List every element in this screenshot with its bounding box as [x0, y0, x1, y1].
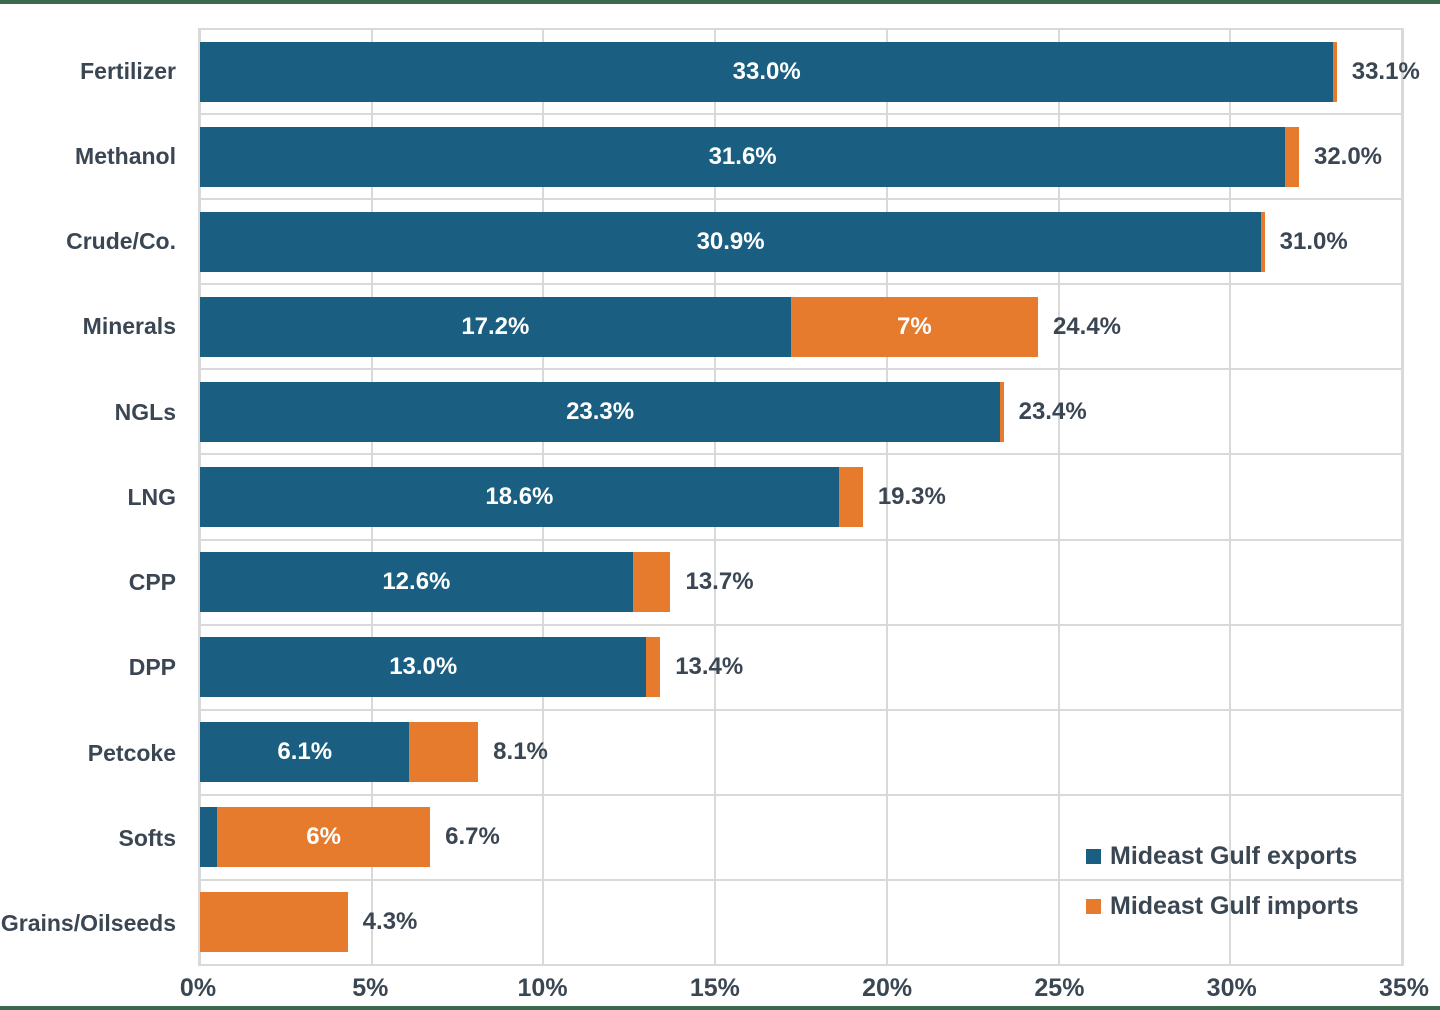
- bar-row-grains-oilseeds: 4.3%: [200, 881, 1402, 967]
- exports-bar-segment[interactable]: [200, 381, 1001, 442]
- bar-rows: 33.0% 33.1% 31.6% 32.0% 30.9% 31.0% 17.2% 7% 24.…: [200, 30, 1420, 967]
- x-tick-label: 0%: [179, 974, 217, 1002]
- total-value-label: 8.1%: [493, 738, 548, 766]
- bar-row-dpp: 13.0% 13.4%: [200, 626, 1402, 711]
- bar-row-petcoke: 6.1% 8.1%: [200, 711, 1402, 796]
- imports-bar-segment[interactable]: [632, 552, 671, 613]
- category-label: CPP: [128, 569, 176, 596]
- legend-label-imports: Mideast Gulf imports: [1110, 892, 1359, 920]
- gridline: [1229, 30, 1232, 966]
- x-tick-label: 25%: [1034, 974, 1085, 1002]
- x-tick-label: 35%: [1378, 974, 1430, 1002]
- total-value-label: 33.1%: [1351, 57, 1420, 85]
- exports-bar-segment[interactable]: [200, 807, 218, 868]
- x-tick-label: 10%: [517, 974, 568, 1002]
- legend-item-exports[interactable]: Mideast Gulf exports: [1086, 842, 1359, 871]
- category-label: Methanol: [75, 142, 176, 169]
- exports-bar-segment[interactable]: [200, 211, 1262, 272]
- exports-bar-segment[interactable]: [200, 637, 647, 698]
- imports-bar-segment[interactable]: [409, 722, 479, 783]
- category-label: Crude/Co.: [66, 228, 176, 255]
- category-label: Grains/Oilseeds: [0, 910, 176, 937]
- x-tick-label: 15%: [689, 974, 740, 1002]
- exports-bar-segment[interactable]: [200, 467, 839, 528]
- category-label: Fertilizer: [80, 57, 176, 84]
- imports-bar-segment[interactable]: [838, 467, 863, 528]
- exports-swatch-icon: [1086, 849, 1101, 864]
- total-value-label: 4.3%: [362, 908, 418, 936]
- imports-bar-segment[interactable]: [646, 637, 661, 698]
- bar-row-lng: 18.6% 19.3%: [200, 455, 1402, 541]
- category-label: Petcoke: [87, 739, 176, 766]
- category-label: Minerals: [82, 313, 176, 340]
- x-tick-label: 30%: [1206, 974, 1257, 1002]
- category-label: NGLs: [114, 398, 176, 425]
- x-tick-label: 5%: [352, 974, 389, 1002]
- bar-row-cpp: 12.6% 13.7%: [200, 541, 1402, 626]
- gridline: [1057, 30, 1060, 966]
- imports-bar-segment[interactable]: [790, 296, 1038, 357]
- bar-row-minerals: 17.2% 7% 24.4%: [200, 285, 1402, 371]
- exports-bar-segment[interactable]: [200, 296, 791, 357]
- total-value-label: 23.4%: [1018, 397, 1087, 425]
- exports-bar-segment[interactable]: [200, 126, 1286, 187]
- total-value-label: 31.0%: [1279, 227, 1348, 255]
- bar-row-methanol: 31.6% 32.0%: [200, 115, 1402, 201]
- imports-bar-segment[interactable]: [1261, 211, 1265, 272]
- legend-label-exports: Mideast Gulf exports: [1110, 842, 1358, 870]
- exports-bar-segment[interactable]: [200, 552, 633, 613]
- total-value-label: 32.0%: [1313, 142, 1383, 170]
- imports-bar-segment[interactable]: [1333, 41, 1337, 102]
- gridline: [885, 30, 888, 966]
- exports-bar-segment[interactable]: [200, 722, 410, 783]
- total-value-label: 24.4%: [1052, 312, 1122, 340]
- gridline: [1401, 30, 1403, 966]
- bar-row-ngls: 23.3% 23.4%: [200, 370, 1402, 456]
- imports-bar-segment[interactable]: [1000, 381, 1004, 442]
- category-axis: Fertilizer Methanol Crude/Co. Minerals NGLs L…: [0, 28, 176, 966]
- category-label: Softs: [118, 824, 177, 851]
- imports-bar-segment[interactable]: [1285, 126, 1299, 187]
- total-value-label: 6.7%: [445, 823, 500, 851]
- imports-bar-segment[interactable]: [200, 892, 348, 953]
- legend-item-imports[interactable]: Mideast Gulf imports: [1086, 892, 1359, 921]
- bar-row-fertilizer: 33.0% 33.1%: [200, 30, 1420, 116]
- category-label: DPP: [128, 654, 176, 681]
- imports-swatch-icon: [1086, 899, 1101, 914]
- imports-bar-segment[interactable]: [217, 807, 431, 868]
- category-label: LNG: [127, 483, 176, 510]
- legend: Mideast Gulf exports Mideast Gulf import…: [1086, 842, 1359, 921]
- exports-bar-segment[interactable]: [200, 41, 1334, 102]
- plot-area: 33.0% 33.1% 31.6% 32.0% 30.9% 31.0% 17.2% 7% 24.…: [198, 28, 1420, 967]
- bar-row-crude-co-: 30.9% 31.0%: [200, 200, 1402, 286]
- total-value-label: 13.4%: [675, 653, 744, 681]
- total-value-label: 19.3%: [877, 483, 946, 511]
- x-tick-label: 20%: [862, 974, 913, 1002]
- total-value-label: 13.7%: [685, 568, 754, 596]
- value-axis: 0% 5% 10% 15% 20% 25% 30% 35%: [180, 972, 1429, 1006]
